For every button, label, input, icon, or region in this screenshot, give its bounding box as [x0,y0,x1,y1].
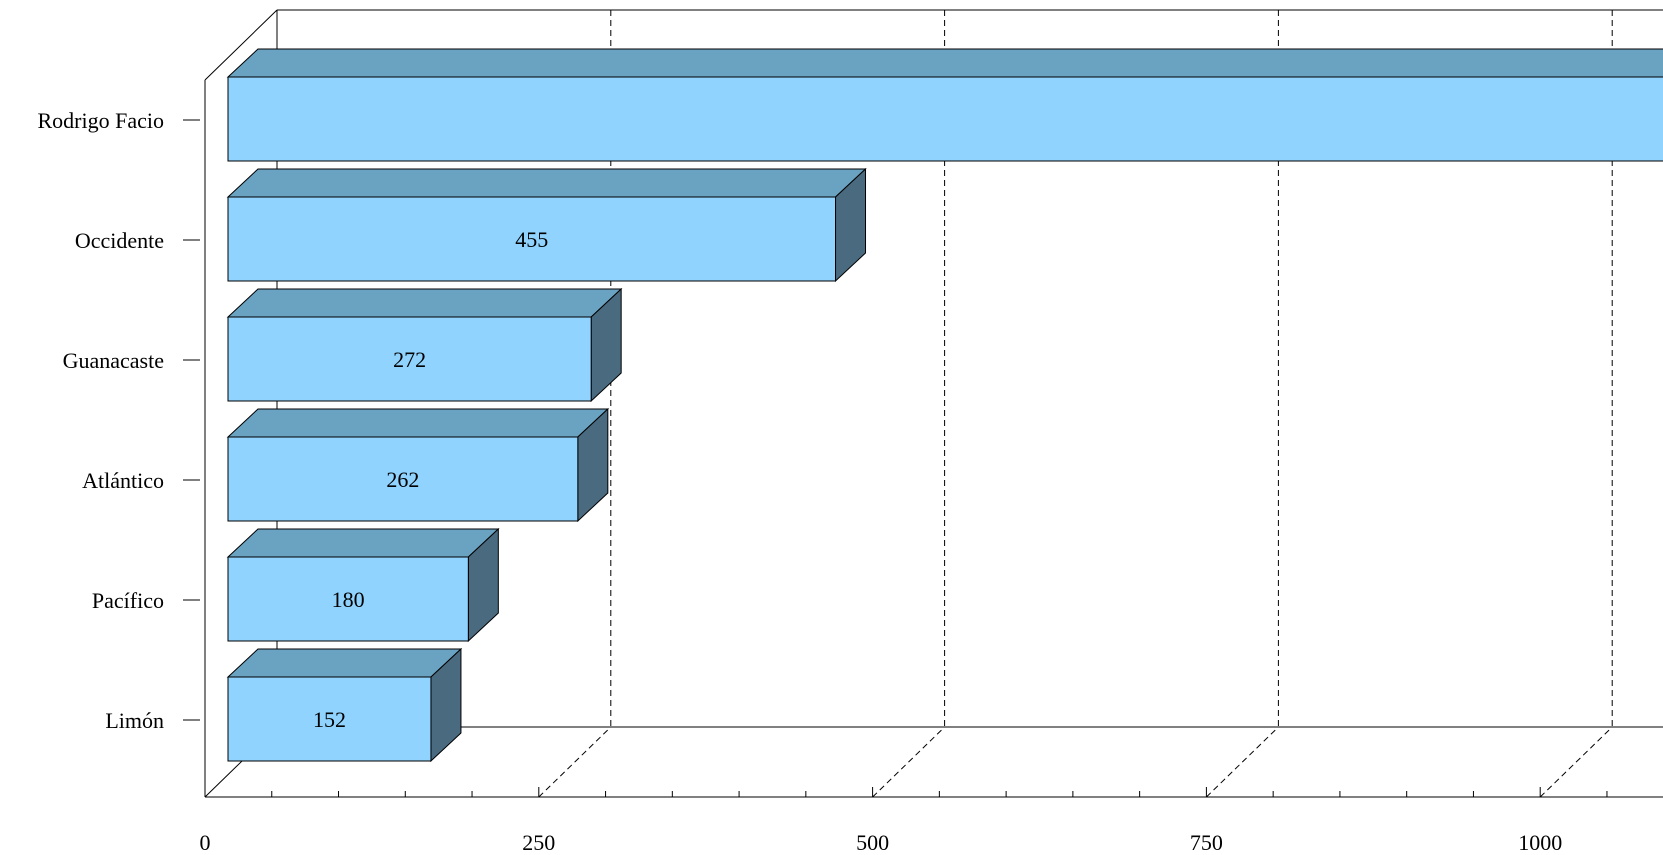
x-tick-label: 750 [1190,830,1223,855]
bar: 455 [226,167,867,283]
bar-front-face [227,196,837,282]
bar-front-face [227,676,432,762]
bars: 152 180 262 272 455 2567 [226,48,1663,763]
bar: 272 [226,287,623,403]
x-tick-label: 250 [522,830,555,855]
bar-top-face [226,408,610,438]
bar-value-label: 272 [393,347,426,372]
bar-value-label: 180 [332,587,365,612]
x-tick-label: 1000 [1518,830,1562,855]
bar-value-label: 455 [515,227,548,252]
x-tick-label: 500 [856,830,889,855]
bar-front-face [227,76,1663,162]
bar: 152 [226,647,463,763]
category-label: Limón [105,708,164,733]
grid-lines [538,10,1613,798]
x-tick-label: 0 [200,830,211,855]
bar-front-face [227,556,469,642]
left-wall-top-edge [204,9,278,81]
bar-top-face [226,168,867,198]
bar-top-face [226,648,463,678]
grid-line-floor [872,726,945,798]
bar-value-label: 152 [313,707,346,732]
y-axis: Rodrigo Facio Occidente Guanacaste Atlántic… [38,108,200,733]
category-label: Guanacaste [63,348,164,373]
grid-line-floor [1206,726,1279,798]
grid-line-floor [538,726,612,798]
bar-top-face [226,288,623,318]
bar-front-face [227,436,579,522]
category-label: Rodrigo Facio [38,108,165,133]
bar: 2567 [226,48,1663,162]
bar-top-face [226,48,1663,78]
bar-top-face [226,528,500,558]
category-label: Occidente [75,228,164,253]
bar-front-face [227,316,592,402]
x-axis: 02505007501000125015001750200022502500 [200,787,1663,855]
category-label: Pacífico [92,588,164,613]
bar: 262 [226,407,610,523]
bar: 180 [226,527,500,643]
bar-value-label: 262 [386,467,419,492]
grid-line-floor [1539,726,1613,798]
category-label: Atlántico [82,468,164,493]
